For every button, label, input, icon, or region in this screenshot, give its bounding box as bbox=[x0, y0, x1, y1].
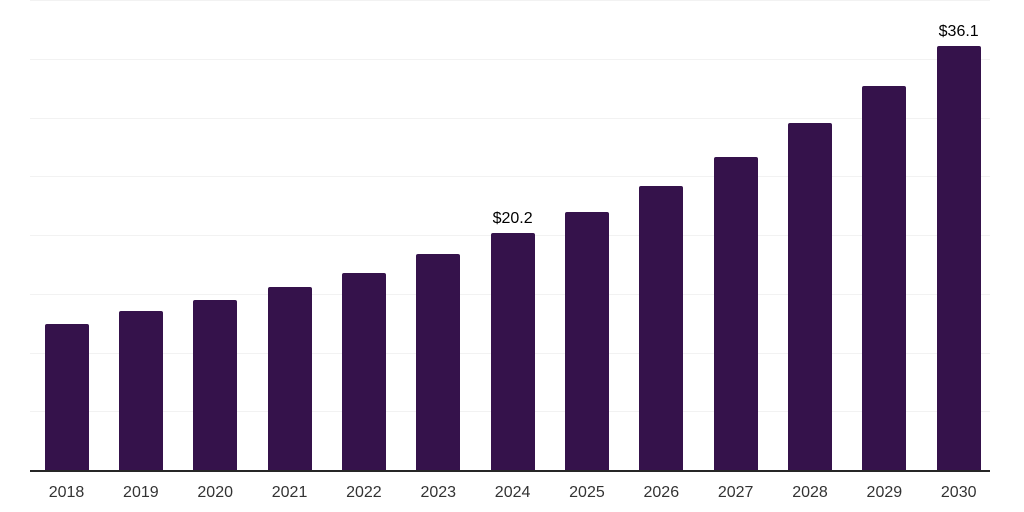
bar-2022 bbox=[341, 272, 386, 470]
x-tick-2019: 2019 bbox=[123, 484, 159, 501]
x-axis-line bbox=[30, 470, 990, 472]
bar-2024 bbox=[490, 232, 535, 470]
bar-2018 bbox=[44, 324, 89, 470]
bar-2019 bbox=[118, 311, 163, 470]
bar-2021 bbox=[267, 286, 312, 470]
x-tick-2026: 2026 bbox=[643, 484, 680, 501]
bar-2030 bbox=[936, 45, 981, 470]
value-label-2024: $20.2 bbox=[492, 209, 533, 227]
gridline-30 bbox=[30, 117, 990, 119]
x-tick-2023: 2023 bbox=[420, 484, 457, 501]
bar-2020 bbox=[193, 299, 238, 470]
x-tick-2018: 2018 bbox=[48, 484, 85, 501]
bar-2027 bbox=[713, 157, 758, 470]
bar-2023 bbox=[416, 253, 461, 470]
plot-area: $20.2 $36.1 bbox=[30, 0, 990, 472]
x-tick-2027: 2027 bbox=[717, 484, 754, 501]
bar-2028 bbox=[788, 123, 832, 470]
x-tick-2024: 2024 bbox=[494, 484, 531, 501]
gridline-35 bbox=[30, 58, 990, 60]
gridline-25 bbox=[30, 176, 990, 178]
bar-2029 bbox=[862, 85, 907, 470]
value-label-2030: $36.1 bbox=[938, 22, 979, 40]
x-tick-2029: 2029 bbox=[866, 484, 903, 501]
gridline-40 bbox=[30, 0, 990, 1]
x-tick-2028: 2028 bbox=[792, 484, 828, 501]
bar-2026 bbox=[639, 185, 684, 470]
x-tick-2020: 2020 bbox=[197, 484, 233, 501]
x-tick-2025: 2025 bbox=[569, 484, 605, 501]
x-tick-2030: 2030 bbox=[940, 484, 977, 501]
x-tick-2021: 2021 bbox=[271, 484, 308, 501]
x-tick-2022: 2022 bbox=[346, 484, 382, 501]
bar-2025 bbox=[564, 211, 609, 470]
